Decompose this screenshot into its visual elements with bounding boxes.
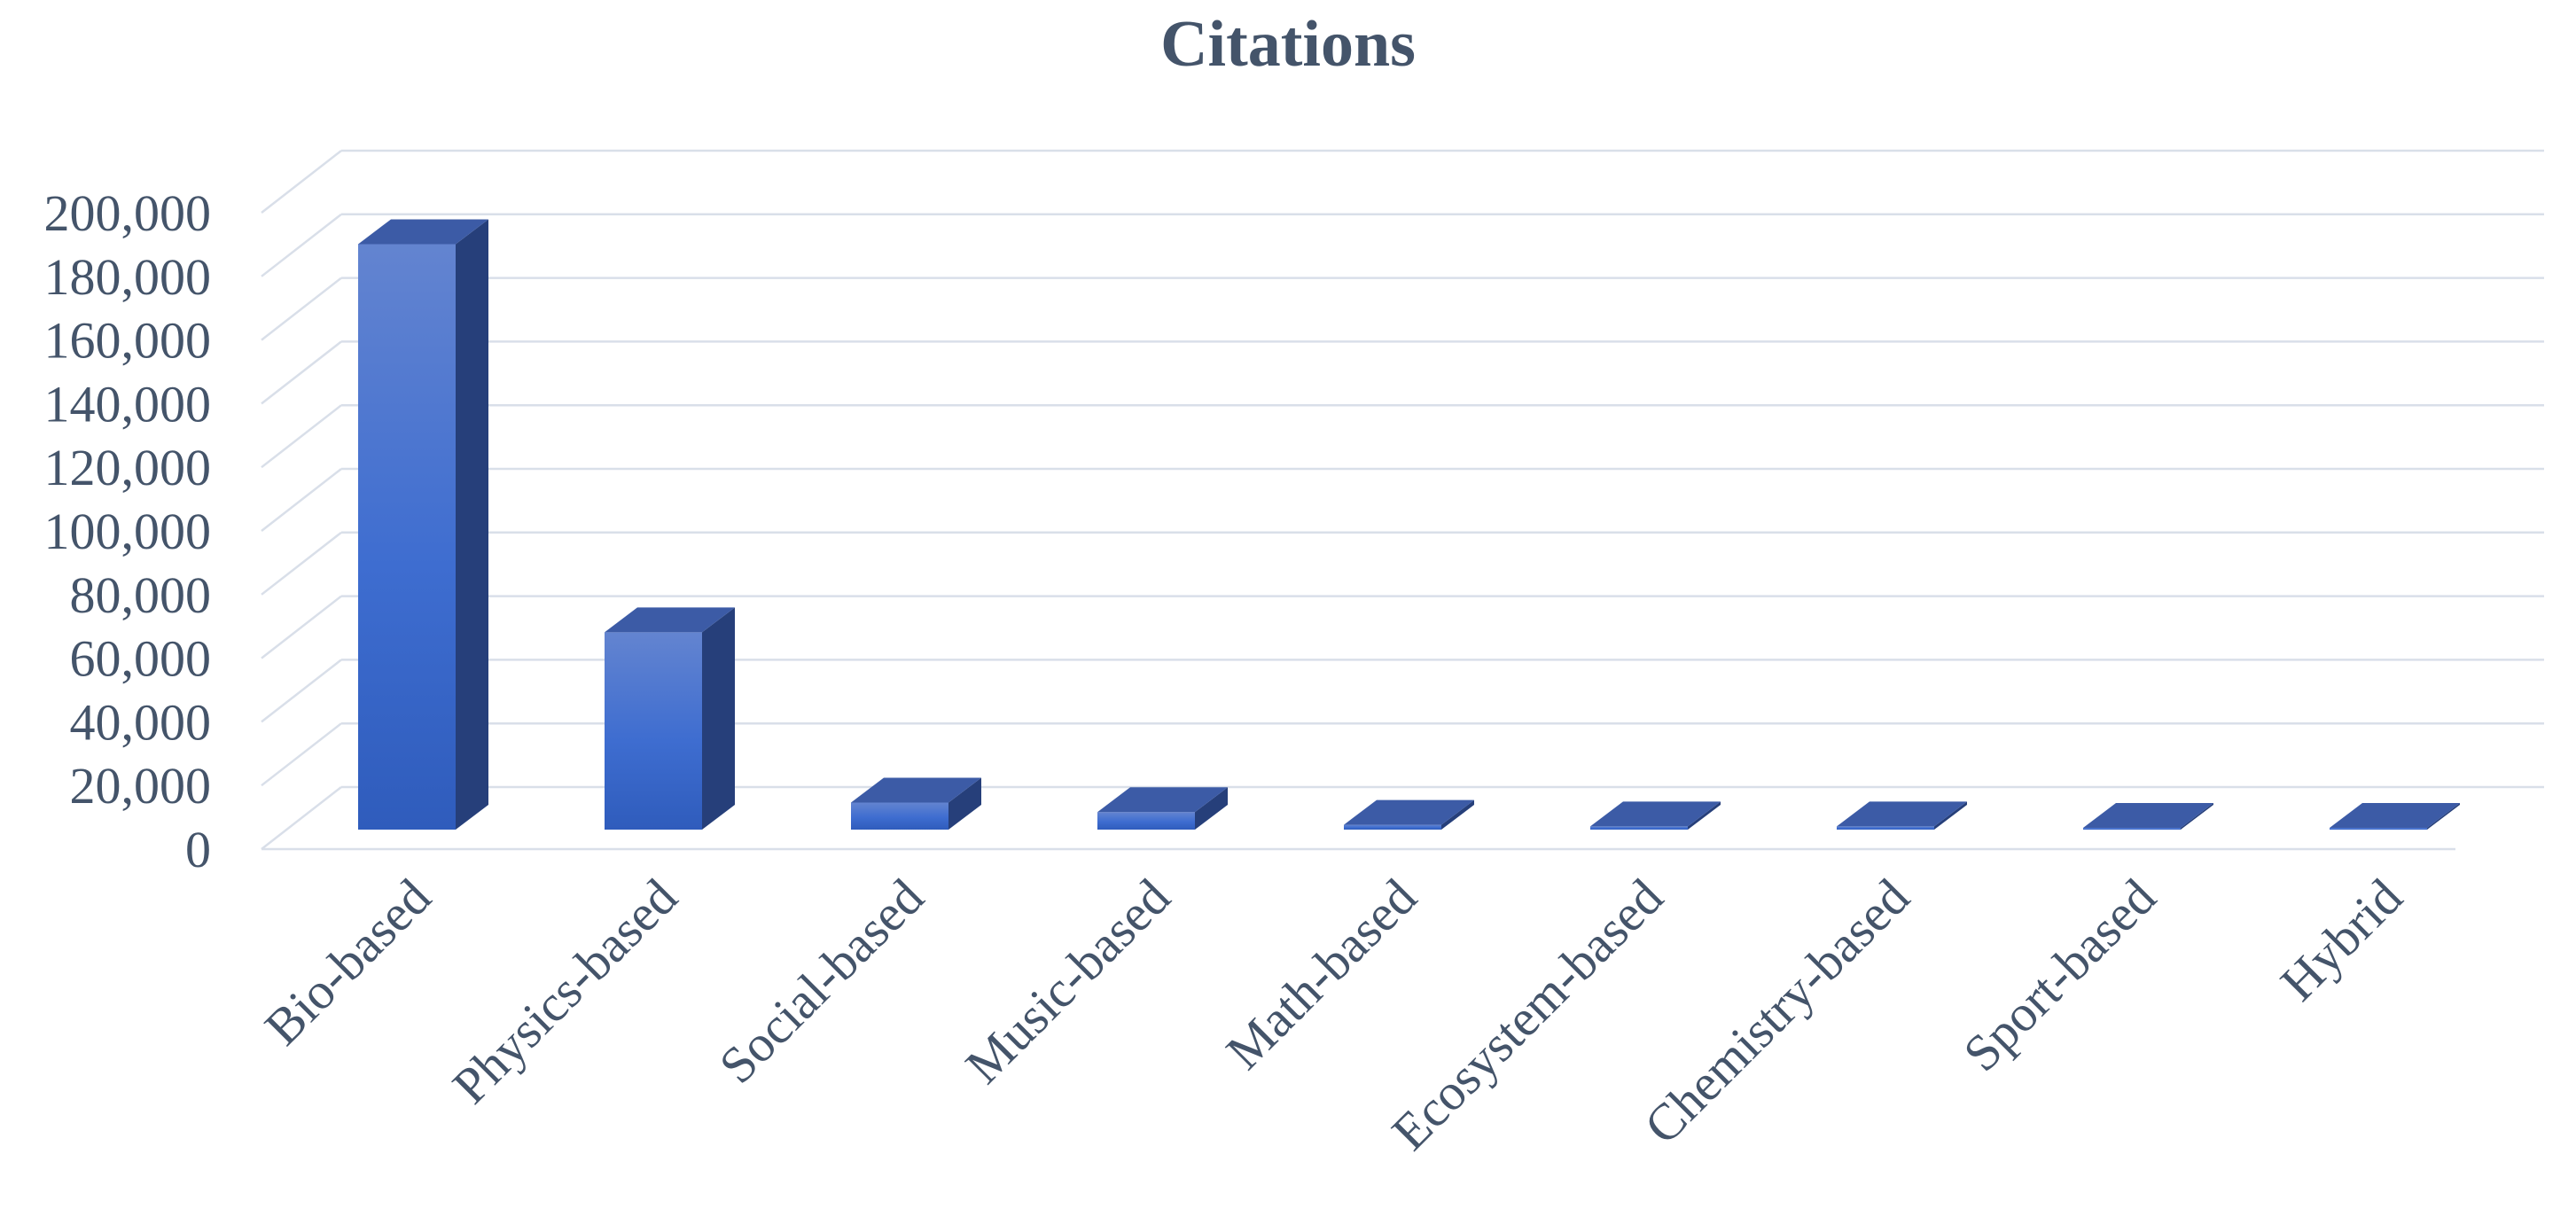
bar-top [2330, 803, 2460, 828]
bar-side [2181, 803, 2213, 830]
bar-front [2083, 828, 2181, 830]
y-tick-label: 120,000 [44, 439, 212, 496]
bar [1837, 801, 1967, 830]
y-tick-label: 60,000 [70, 630, 212, 688]
x-tick-label: Ecosystem-based [1380, 868, 1674, 1161]
gridline-depth [261, 277, 342, 341]
gridline-depth [261, 531, 342, 596]
bar-top [851, 777, 981, 803]
x-tick-label: Social-based [708, 868, 935, 1095]
bar [2330, 803, 2460, 830]
gridline-depth [261, 213, 342, 277]
bar [1344, 799, 1474, 830]
bar-front [1344, 824, 1441, 830]
bar-top [605, 607, 735, 633]
gridline-depth [261, 722, 342, 787]
bar-side [1441, 799, 1474, 830]
bar [851, 777, 981, 830]
gridline-depth [261, 404, 342, 469]
y-tick-label: 40,000 [70, 693, 212, 751]
bar [1590, 801, 1721, 830]
bar-top [358, 219, 488, 245]
y-tick-label: 140,000 [44, 375, 212, 433]
x-tick-label: Bio-based [254, 868, 441, 1056]
bar [1097, 787, 1228, 830]
bar [605, 607, 735, 830]
y-tick-label: 160,000 [44, 312, 212, 370]
bar-top [2083, 803, 2213, 828]
gridline-depth [261, 659, 342, 723]
bar-side [456, 219, 488, 830]
bar-front [605, 632, 702, 830]
bar-front [851, 802, 948, 830]
bar-front [358, 244, 456, 830]
chart-title: Citations [1160, 8, 1416, 81]
bar-top [1097, 787, 1228, 813]
bar-top [1837, 801, 1967, 827]
x-tick-label: Sport-based [1952, 868, 2166, 1082]
bar-front [1097, 812, 1195, 830]
x-tick-label: Chemistry-based [1633, 868, 1920, 1155]
bar-front [2330, 828, 2427, 830]
x-tick-label: Physics-based [441, 868, 688, 1114]
y-tick-label: 20,000 [70, 757, 212, 815]
bar-side [1195, 787, 1228, 830]
bar-side [1688, 801, 1721, 830]
y-tick-label: 180,000 [44, 248, 212, 306]
gridline-depth [261, 786, 342, 850]
x-tick-label: Hybrid [2269, 868, 2413, 1011]
y-tick-label: 100,000 [44, 503, 212, 560]
bar-side [948, 777, 981, 830]
bar [2083, 803, 2213, 830]
bar-top [1344, 799, 1474, 825]
gridlines [261, 149, 2544, 851]
bar [358, 219, 488, 830]
gridline-depth [261, 150, 342, 214]
y-tick-label: 0 [185, 821, 211, 878]
gridline-depth [261, 468, 342, 532]
bar-front [1590, 826, 1688, 830]
y-tick-label: 200,000 [44, 184, 212, 242]
bar-front [1837, 826, 1934, 830]
bar-top [1590, 801, 1721, 827]
bar-side [2427, 803, 2460, 830]
bar-side [1934, 801, 1967, 830]
x-tick-label: Music-based [955, 868, 1182, 1095]
x-tick-label: Math-based [1215, 868, 1428, 1080]
gridline-depth [261, 340, 342, 405]
gridline-depth [261, 595, 342, 659]
bar-side [702, 607, 735, 830]
y-tick-label: 80,000 [70, 566, 212, 624]
